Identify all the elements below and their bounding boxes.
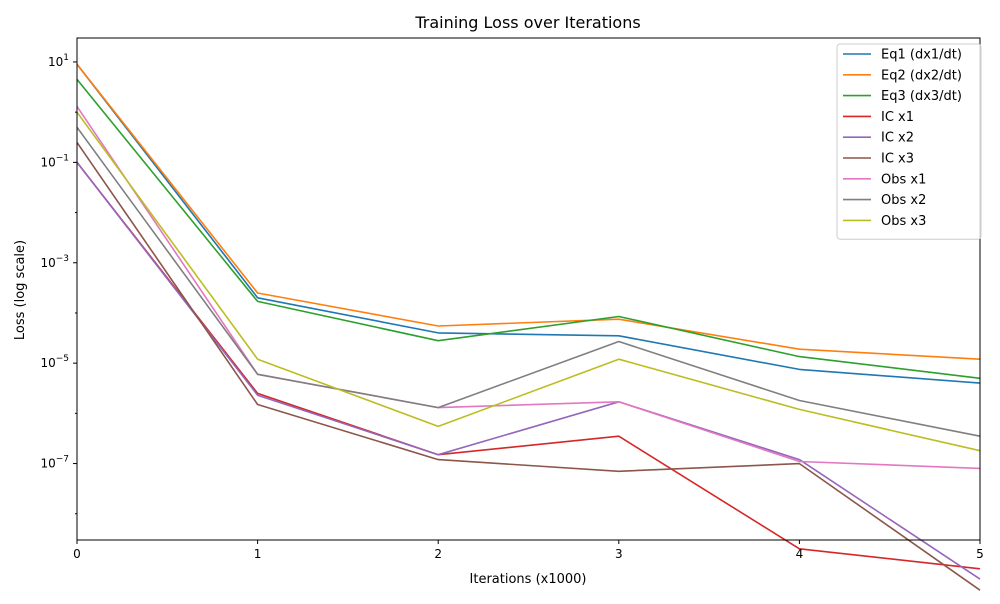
series-line-8 bbox=[76, 111, 981, 452]
y-tick-exponent: −1 bbox=[56, 153, 69, 163]
legend-label: Eq1 (dx1/dt) bbox=[881, 48, 962, 63]
y-tick-label: 10−7 bbox=[40, 455, 69, 471]
x-tick-label: 0 bbox=[73, 547, 81, 561]
legend-box bbox=[836, 43, 982, 240]
series-line-7 bbox=[76, 126, 981, 437]
y-tick-base: 10 bbox=[48, 55, 63, 69]
x-tick-label: 3 bbox=[615, 547, 623, 561]
x-tick-label: 2 bbox=[434, 547, 442, 561]
legend-label: IC x2 bbox=[881, 131, 914, 146]
series-line-4 bbox=[76, 161, 981, 580]
legend-label: Eq3 (dx3/dt) bbox=[881, 89, 962, 104]
y-tick-exponent: 1 bbox=[63, 53, 69, 63]
plot-area bbox=[76, 63, 981, 591]
legend-label: Obs x2 bbox=[881, 193, 926, 208]
y-tick-exponent: −3 bbox=[56, 254, 69, 264]
y-tick-base: 10 bbox=[40, 356, 55, 370]
y-tick-label: 10−3 bbox=[40, 254, 69, 270]
x-axis-label: Iterations (x1000) bbox=[470, 572, 587, 587]
x-tick-label: 1 bbox=[254, 547, 262, 561]
x-axis: 0 1 2 3 4 5 bbox=[73, 540, 984, 561]
legend-label: IC x3 bbox=[881, 152, 914, 167]
y-tick-exponent: −5 bbox=[56, 354, 69, 364]
series-line-1 bbox=[76, 63, 981, 360]
y-tick-base: 10 bbox=[40, 256, 55, 270]
chart-title: Training Loss over Iterations bbox=[414, 13, 640, 32]
series-line-0 bbox=[76, 63, 981, 384]
y-tick-exponent: −7 bbox=[56, 455, 69, 465]
legend-label: Obs x3 bbox=[881, 214, 926, 229]
y-axis-label: Loss (log scale) bbox=[13, 240, 28, 340]
y-tick-label: 10−1 bbox=[40, 153, 69, 169]
y-tick-label: 101 bbox=[48, 53, 69, 69]
legend-label: IC x1 bbox=[881, 110, 914, 125]
x-tick-label: 5 bbox=[976, 547, 984, 561]
series-line-3 bbox=[76, 161, 981, 570]
y-tick-base: 10 bbox=[40, 457, 55, 471]
legend: Eq1 (dx1/dt) Eq2 (dx2/dt) Eq3 (dx3/dt) IC x… bbox=[836, 43, 982, 240]
series-line-5 bbox=[76, 141, 981, 591]
legend-label: Obs x1 bbox=[881, 172, 926, 187]
x-tick-label: 4 bbox=[796, 547, 804, 561]
y-tick-label: 10−5 bbox=[40, 354, 69, 370]
legend-label: Eq2 (dx2/dt) bbox=[881, 68, 962, 83]
series-line-2 bbox=[76, 78, 981, 380]
series-line-6 bbox=[76, 105, 981, 470]
plot-frame bbox=[76, 37, 981, 541]
y-tick-base: 10 bbox=[40, 155, 55, 169]
